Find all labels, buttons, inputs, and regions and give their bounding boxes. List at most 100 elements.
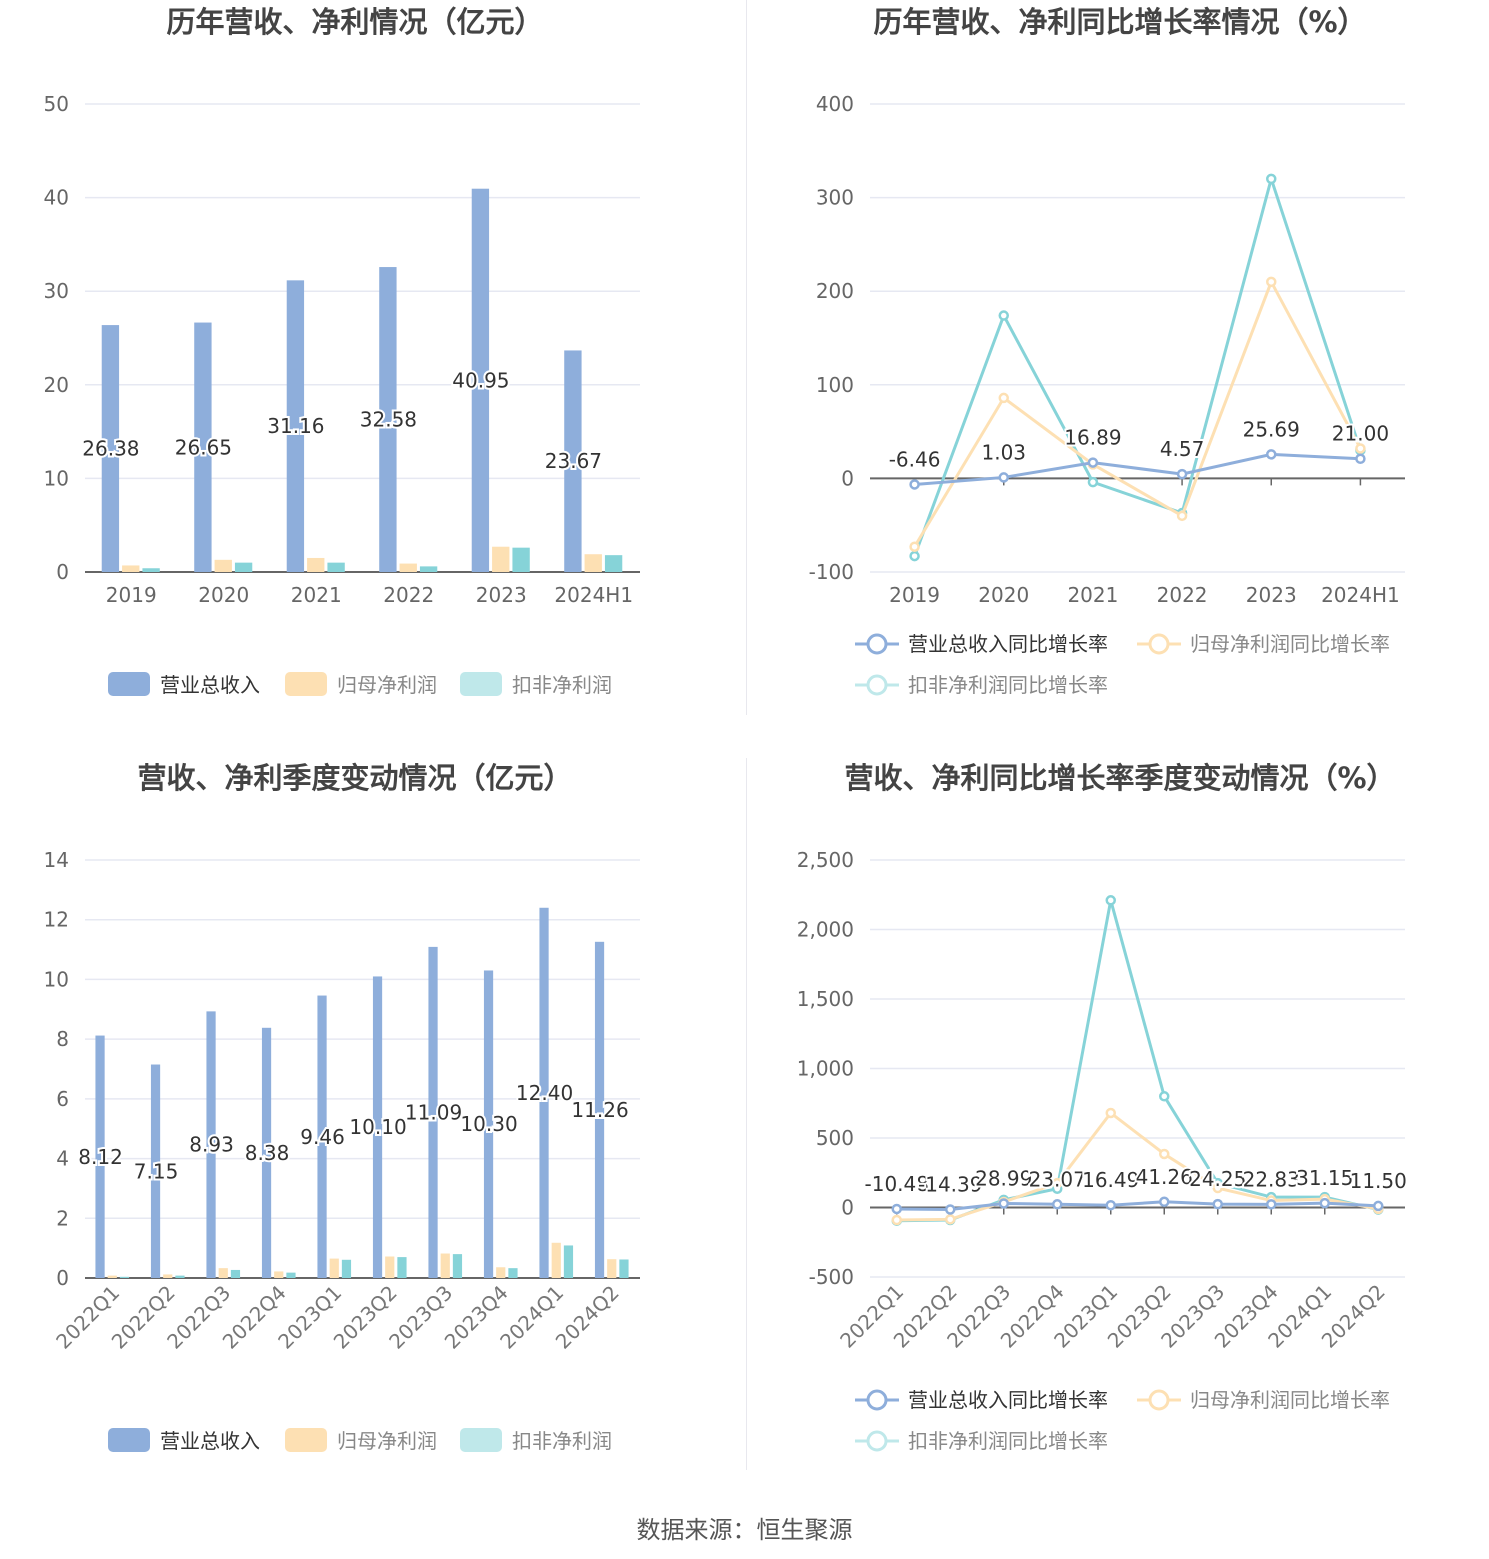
bar [327, 562, 345, 572]
bar [317, 995, 327, 1278]
legend-marker [866, 1389, 888, 1411]
bar [483, 970, 494, 1278]
y-tick-label: 30 [44, 279, 69, 303]
annual-growth-panel: 历年营收、净利同比增长率情况（%） -100 0 100 200 300 400 2019 2… [745, 0, 1489, 740]
data-label: 24.25 [1189, 1167, 1246, 1191]
bar [95, 1035, 105, 1278]
y-tick-label: 0 [841, 466, 854, 490]
data-point [1105, 1107, 1116, 1119]
bar [307, 557, 325, 572]
bar [419, 566, 438, 572]
bar [563, 1245, 574, 1278]
bar [379, 267, 397, 572]
data-label: 11.09 [405, 1100, 462, 1124]
bar [142, 568, 160, 572]
legend-marker [1148, 1389, 1170, 1411]
x-tick-label: 2022 [383, 583, 434, 607]
legend-swatch [460, 1428, 502, 1452]
bar [607, 1259, 617, 1278]
data-point [998, 472, 1009, 483]
bar [594, 941, 605, 1278]
data-point [909, 479, 920, 490]
y-tick-label: 6 [56, 1087, 69, 1111]
data-label: 12.40 [516, 1081, 573, 1105]
legend-swatch [108, 672, 150, 696]
y-tick-label: -500 [809, 1265, 854, 1289]
bar [428, 946, 438, 1278]
legend-label: 营业总收入同比增长率 [908, 1388, 1108, 1412]
data-label: 10.30 [460, 1112, 517, 1136]
chart-title: 历年营收、净利情况（亿元） [166, 5, 543, 39]
y-tick-label: 0 [841, 1196, 854, 1220]
data-label: 31.16 [267, 414, 324, 438]
x-tick-label: 2024H1 [554, 583, 633, 607]
legend-swatch [108, 1428, 150, 1452]
bar [508, 1268, 518, 1278]
bar [512, 547, 530, 572]
bar [399, 563, 417, 572]
bar [496, 1267, 506, 1278]
data-label: 4.57 [1160, 437, 1205, 461]
bar [234, 562, 253, 572]
data-label: 41.26 [1136, 1165, 1193, 1189]
quarter-growth-chart: 营收、净利同比增长率季度变动情况（%） -500 0 500 1,000 1,500 2,… [797, 761, 1409, 1453]
bar [122, 565, 140, 572]
annual-amount-panel: 历年营收、净利情况（亿元） 0 10 20 30 40 50 2019 2020 2021 202… [0, 0, 744, 740]
y-tick-label: 10 [44, 466, 69, 490]
x-tick-label: 2019 [889, 583, 940, 607]
bar [150, 1064, 161, 1278]
legend-label: 营业总收入 [160, 1429, 260, 1453]
data-point [998, 1198, 1009, 1209]
chart-title: 营收、净利同比增长率季度变动情况（%） [844, 761, 1395, 795]
data-point [1052, 1177, 1063, 1189]
legend-marker [866, 633, 888, 655]
data-label: 23.07 [1029, 1167, 1086, 1191]
bar [175, 1275, 185, 1278]
y-tick-label: 4 [56, 1147, 69, 1171]
bar [440, 1253, 450, 1278]
data-point [1266, 173, 1277, 185]
y-tick-label: 12 [44, 908, 69, 932]
x-tick-label: 2020 [198, 583, 249, 607]
x-tick-label: 2019 [106, 583, 157, 607]
data-point [1266, 1199, 1277, 1210]
y-tick-label: 200 [816, 279, 854, 303]
legend-marker [866, 674, 888, 696]
data-point [998, 310, 1009, 321]
data-label: 7.15 [134, 1159, 179, 1183]
bar [261, 1027, 272, 1278]
x-tick-label: 2023 [476, 583, 527, 607]
bar [274, 1271, 284, 1278]
bar [163, 1274, 173, 1278]
quarter-amount-chart: 营收、净利季度变动情况（亿元） 024681012142022Q12022Q22… [44, 761, 640, 1453]
legend-label: 归母净利润 [337, 1429, 437, 1453]
y-tick-label: 8 [56, 1027, 69, 1051]
legend-marker [1148, 633, 1170, 655]
y-tick-label: 100 [816, 373, 854, 397]
data-label: 9.46 [300, 1125, 345, 1149]
data-point [1355, 453, 1366, 464]
x-tick-label: 2020 [978, 583, 1029, 607]
bar [397, 1257, 407, 1278]
bar [214, 559, 232, 572]
chart-title: 历年营收、净利同比增长率情况（%） [873, 5, 1366, 39]
legend-marker [866, 1430, 888, 1452]
bar [341, 1259, 352, 1278]
data-point [1266, 276, 1277, 288]
data-point [1087, 457, 1099, 468]
legend-label: 归母净利润 [337, 673, 437, 697]
y-tick-label: 0 [56, 560, 69, 584]
x-tick-label: 2024H1 [1321, 583, 1400, 607]
y-tick-label: 400 [816, 92, 854, 116]
data-label: 16.49 [1082, 1168, 1139, 1192]
data-point [1355, 443, 1366, 454]
legend-label: 归母净利润同比增长率 [1190, 1388, 1390, 1412]
legend-label: 归母净利润同比增长率 [1190, 632, 1390, 656]
x-tick-label: 2023 [1246, 583, 1297, 607]
data-source: 数据来源：恒生聚源 [636, 1516, 853, 1544]
bar [107, 1275, 117, 1278]
data-point [998, 392, 1009, 404]
bar [564, 350, 582, 572]
bar [101, 325, 120, 572]
y-tick-label: 2,000 [797, 918, 854, 942]
